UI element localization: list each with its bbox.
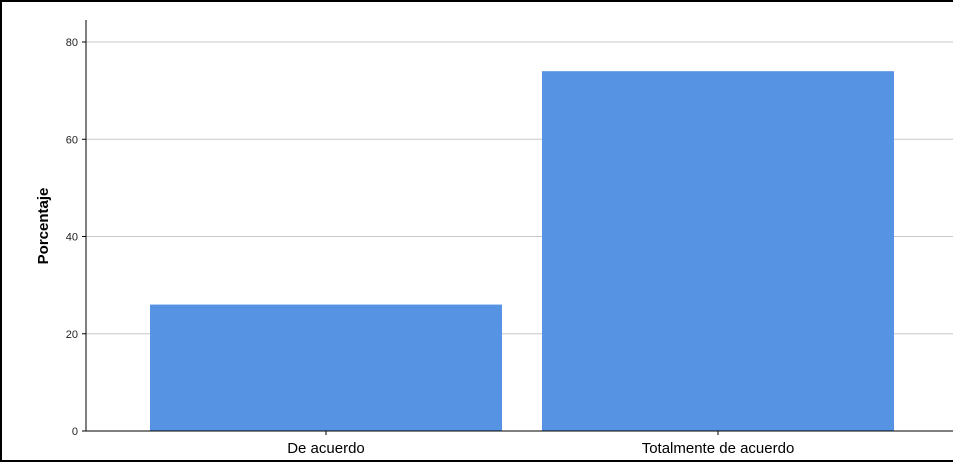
y-tick-label: 0 xyxy=(72,426,78,438)
x-category-label: Totalmente de acuerdo xyxy=(642,440,795,457)
bar-totalmente-de-acuerdo xyxy=(542,71,894,432)
y-axis-title: Porcentaje xyxy=(35,188,52,265)
x-tick-labels: De acuerdo Totalmente de acuerdo xyxy=(287,431,794,457)
y-tick-labels: 0 20 40 60 80 xyxy=(66,37,86,438)
bar-de-acuerdo xyxy=(150,304,502,431)
bars xyxy=(150,71,894,432)
y-tick-label: 60 xyxy=(66,134,78,146)
y-tick-label: 40 xyxy=(66,232,78,244)
axes xyxy=(85,20,953,432)
x-category-label: De acuerdo xyxy=(287,440,365,457)
y-tick-label: 20 xyxy=(66,329,78,341)
y-tick-label: 80 xyxy=(66,37,78,49)
